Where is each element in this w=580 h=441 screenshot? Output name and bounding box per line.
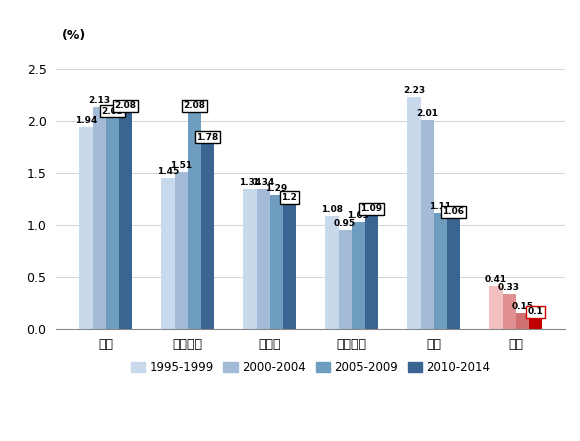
Text: 2.01: 2.01 xyxy=(416,108,438,118)
Bar xyxy=(175,172,188,329)
Text: 2.08: 2.08 xyxy=(183,101,205,110)
Text: 1.34: 1.34 xyxy=(252,178,274,187)
Text: 1.45: 1.45 xyxy=(157,167,179,176)
Text: 0.15: 0.15 xyxy=(511,302,533,311)
Bar xyxy=(420,120,434,329)
Bar xyxy=(201,144,214,329)
Bar xyxy=(79,127,93,329)
Bar xyxy=(256,189,270,329)
Bar xyxy=(325,217,339,329)
Text: 1.09: 1.09 xyxy=(360,204,382,213)
Legend: 1995-1999, 2000-2004, 2005-2009, 2010-2014: 1995-1999, 2000-2004, 2005-2009, 2010-20… xyxy=(126,356,495,379)
Bar xyxy=(490,286,502,329)
Text: 1.51: 1.51 xyxy=(170,161,192,170)
Bar xyxy=(270,194,283,329)
Text: 1.94: 1.94 xyxy=(75,116,97,125)
Text: 1.78: 1.78 xyxy=(196,133,219,142)
Text: 1.11: 1.11 xyxy=(429,202,451,211)
Bar xyxy=(502,295,516,329)
Bar xyxy=(93,107,106,329)
Bar xyxy=(365,215,378,329)
Text: (%): (%) xyxy=(61,30,86,42)
Text: 1.2: 1.2 xyxy=(281,193,298,202)
Bar xyxy=(434,213,447,329)
Bar xyxy=(516,313,529,329)
Bar xyxy=(407,97,420,329)
Bar xyxy=(244,189,256,329)
Text: 1.06: 1.06 xyxy=(443,207,465,217)
Text: 2.23: 2.23 xyxy=(403,86,425,95)
Text: 0.1: 0.1 xyxy=(527,307,543,316)
Text: 2.13: 2.13 xyxy=(88,96,110,105)
Bar xyxy=(283,204,296,329)
Text: 0.33: 0.33 xyxy=(498,283,520,292)
Bar xyxy=(188,112,201,329)
Text: 1.29: 1.29 xyxy=(265,183,287,193)
Text: 1.34: 1.34 xyxy=(239,178,261,187)
Bar xyxy=(351,222,365,329)
Text: 2.08: 2.08 xyxy=(114,101,136,110)
Bar xyxy=(106,118,119,329)
Text: 2.03: 2.03 xyxy=(102,107,123,116)
Text: 0.41: 0.41 xyxy=(485,275,507,284)
Bar xyxy=(339,230,351,329)
Bar xyxy=(529,318,542,329)
Bar xyxy=(161,178,175,329)
Bar xyxy=(447,218,460,329)
Text: 1.03: 1.03 xyxy=(347,210,369,220)
Text: 1.08: 1.08 xyxy=(321,206,343,214)
Bar xyxy=(119,112,132,329)
Text: 0.95: 0.95 xyxy=(334,219,356,228)
